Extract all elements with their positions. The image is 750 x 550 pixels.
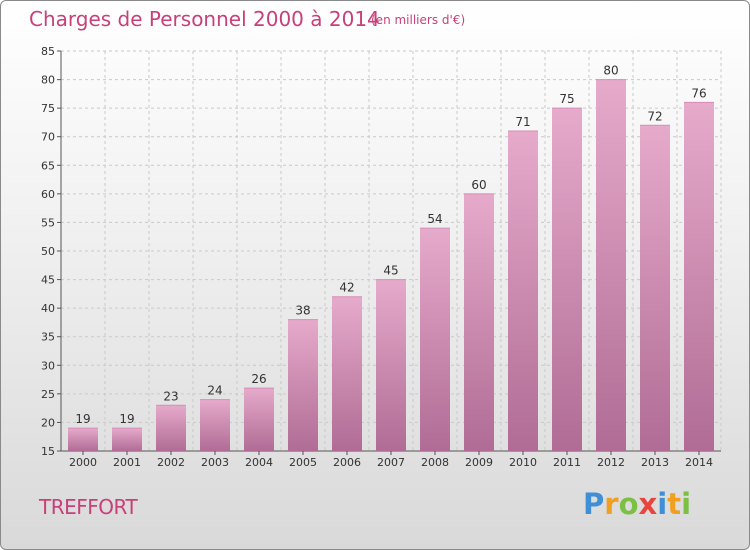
x-tick-label-2000: 2000 bbox=[69, 456, 97, 469]
value-label-2012: 80 bbox=[603, 64, 618, 78]
bar-2014 bbox=[684, 102, 714, 451]
bar-2007 bbox=[376, 279, 406, 451]
bar-2012 bbox=[596, 79, 626, 452]
y-tick-label: 45 bbox=[41, 274, 55, 287]
y-tick-label: 20 bbox=[41, 416, 55, 429]
bar-2011 bbox=[552, 108, 582, 452]
y-tick-label: 60 bbox=[41, 188, 55, 201]
value-label-2000: 19 bbox=[75, 412, 90, 426]
bar-2009 bbox=[464, 193, 494, 451]
value-label-2006: 42 bbox=[339, 281, 354, 295]
logo-letter: x bbox=[638, 487, 658, 521]
value-label-2002: 23 bbox=[163, 389, 178, 403]
value-label-2003: 24 bbox=[207, 384, 222, 398]
value-label-2010: 71 bbox=[515, 115, 530, 129]
value-label-2011: 75 bbox=[559, 92, 574, 106]
bar-2004 bbox=[244, 388, 274, 451]
bar-2010 bbox=[508, 131, 538, 451]
logo-letter: i bbox=[681, 487, 692, 521]
y-tick-label: 75 bbox=[41, 102, 55, 115]
y-tick-label: 55 bbox=[41, 216, 55, 229]
y-tick-label: 35 bbox=[41, 331, 55, 344]
bar-2001 bbox=[112, 428, 142, 451]
logo-letter: i bbox=[657, 487, 668, 521]
logo-letter: o bbox=[618, 487, 639, 521]
y-tick-label: 15 bbox=[41, 445, 55, 458]
bar-2000 bbox=[68, 428, 98, 451]
bar-2006 bbox=[332, 296, 362, 451]
x-tick-label-2009: 2009 bbox=[465, 456, 493, 469]
y-tick-label: 40 bbox=[41, 302, 55, 315]
y-tick-label: 65 bbox=[41, 159, 55, 172]
x-tick-label-2011: 2011 bbox=[553, 456, 581, 469]
x-tick-label-2002: 2002 bbox=[157, 456, 185, 469]
value-label-2005: 38 bbox=[295, 304, 310, 318]
logo-letter: P bbox=[583, 487, 605, 521]
y-tick-label: 25 bbox=[41, 388, 55, 401]
tick-labels: 15 20 25 30 35 40 45 50 55 60 65 70 75 80 85 2000 2001 20… bbox=[41, 45, 713, 469]
value-label-2007: 45 bbox=[383, 264, 398, 278]
x-tick-label-2012: 2012 bbox=[597, 456, 625, 469]
x-tick-label-2010: 2010 bbox=[509, 456, 537, 469]
x-tick-label-2008: 2008 bbox=[421, 456, 449, 469]
logo-letter: r bbox=[604, 487, 619, 521]
x-tick-label-2004: 2004 bbox=[245, 456, 273, 469]
chart-subtitle: (en milliers d'€) bbox=[371, 13, 466, 27]
logo-letter: t bbox=[667, 487, 682, 521]
value-label-2014: 76 bbox=[691, 86, 706, 100]
bar-2003 bbox=[200, 399, 230, 451]
bar-2008 bbox=[420, 228, 450, 451]
data-labels: 19 19 23 24 26 38 42 45 54 60 71 75 80 72 76 bbox=[75, 64, 706, 427]
value-label-2009: 60 bbox=[471, 178, 486, 192]
chart-title: Charges de Personnel 2000 à 2014 bbox=[29, 7, 380, 31]
y-tick-label: 30 bbox=[41, 359, 55, 372]
x-tick-label-2003: 2003 bbox=[201, 456, 229, 469]
y-tick-label: 80 bbox=[41, 74, 55, 87]
y-tick-label: 70 bbox=[41, 131, 55, 144]
bar-2005 bbox=[288, 319, 318, 451]
value-label-2013: 72 bbox=[647, 109, 662, 123]
bar-2013 bbox=[640, 125, 670, 452]
x-tick-label-2006: 2006 bbox=[333, 456, 361, 469]
bars bbox=[68, 79, 714, 452]
y-tick-label: 50 bbox=[41, 245, 55, 258]
bar-2002 bbox=[156, 405, 186, 451]
x-tick-label-2001: 2001 bbox=[113, 456, 141, 469]
x-tick-label-2007: 2007 bbox=[377, 456, 405, 469]
y-tick-label: 85 bbox=[41, 45, 55, 58]
value-label-2001: 19 bbox=[119, 412, 134, 426]
proxiti-logo: Proxiti bbox=[583, 487, 691, 521]
x-tick-label-2014: 2014 bbox=[685, 456, 713, 469]
x-tick-label-2005: 2005 bbox=[289, 456, 317, 469]
commune-name: TREFFORT bbox=[39, 495, 138, 519]
value-label-2004: 26 bbox=[251, 372, 266, 386]
x-tick-label-2013: 2013 bbox=[641, 456, 669, 469]
value-label-2008: 54 bbox=[427, 212, 442, 226]
